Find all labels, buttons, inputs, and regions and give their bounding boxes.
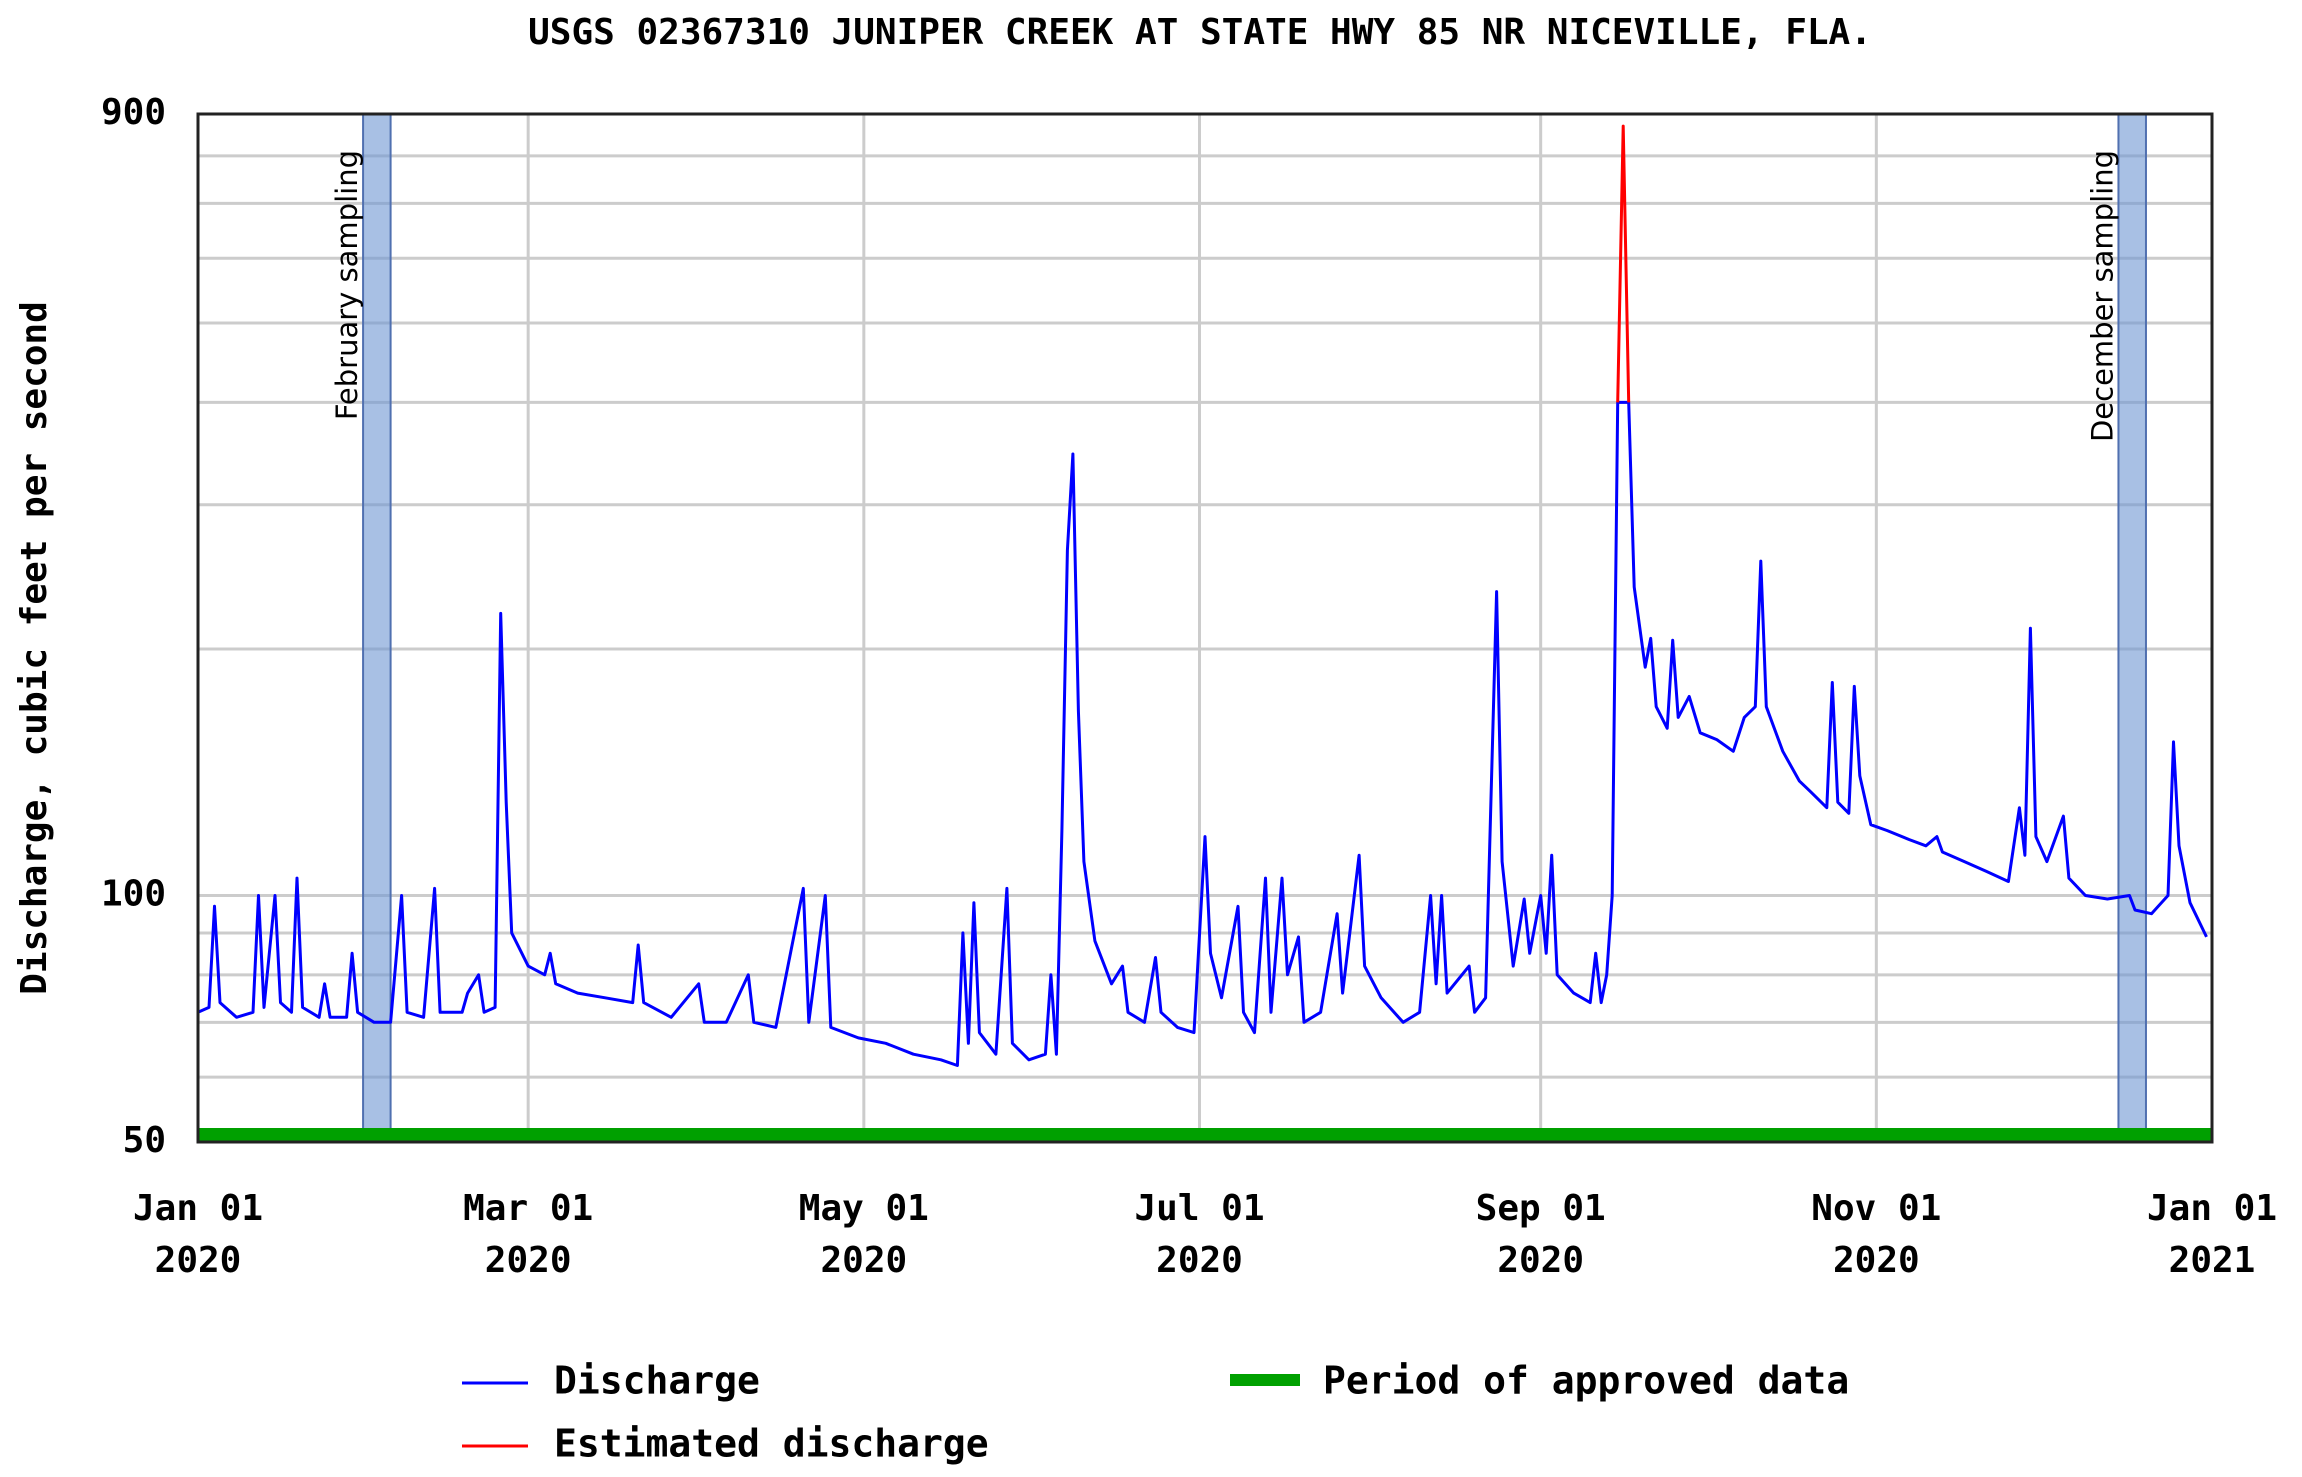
legend-label: Discharge [554,1359,760,1403]
sampling-label: December sampling [2085,150,2119,442]
x-tick-label: Mar 01 2020 [463,1188,593,1281]
series-line [197,400,2208,1067]
sampling-label: February sampling [330,150,364,420]
legend-label: Period of approved data [1323,1359,1849,1403]
y-tick-label: 900 [101,92,166,133]
sampling-band [362,113,392,1143]
y-tick-label: 100 [101,873,166,914]
x-tick-label: Sep 01 2020 [1476,1188,1606,1281]
series-line [1616,124,1631,403]
x-tick-label: Jan 01 2020 [133,1188,263,1281]
plot-frame [196,112,2214,1144]
x-tick-label: May 01 2020 [799,1188,929,1281]
chart-title: USGS 02367310 JUNIPER CREEK AT STATE HWY… [528,12,1872,53]
x-tick-label: Jan 01 2021 [2147,1188,2277,1281]
y-tick-label: 50 [123,1120,166,1161]
legend-label: Estimated discharge [554,1422,989,1466]
y-axis-label: Discharge, cubic feet per second [14,301,55,995]
sampling-band [2117,113,2147,1143]
approved-period [198,1128,2212,1142]
x-tick-label: Jul 01 2020 [1134,1188,1264,1281]
x-tick-label: Nov 01 2020 [1811,1188,1941,1281]
